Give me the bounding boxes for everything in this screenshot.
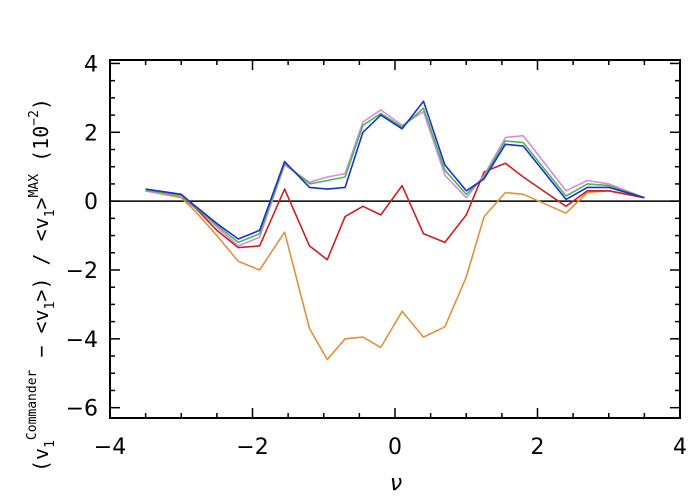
x-axis-title: ν — [390, 471, 402, 496]
x-tick-labels: −4 −2 0 2 4 — [94, 435, 687, 460]
x-tick-label: 4 — [673, 435, 687, 460]
series-line-0 — [145, 190, 645, 361]
y-tick-label: −6 — [66, 397, 98, 422]
tick-marks — [109, 60, 681, 418]
y-tick-labels: −6 −4 −2 0 2 4 — [66, 52, 98, 421]
series-line-2 — [145, 109, 645, 247]
x-tick-label: 2 — [531, 435, 545, 460]
x-tick-label: −4 — [94, 435, 126, 460]
y-tick-label: 0 — [84, 190, 98, 215]
series-line-3 — [145, 107, 645, 244]
series-group — [145, 100, 645, 361]
y-tick-label: 2 — [84, 121, 98, 146]
y-tick-label: −2 — [66, 259, 98, 284]
series-line-4 — [145, 100, 645, 240]
series-line-1 — [145, 162, 645, 261]
plot-frame — [109, 59, 681, 419]
y-tick-label: −4 — [66, 328, 98, 353]
y-axis-title: (v1Commander − <v1>) / <v1>MAX (10−2) — [25, 98, 58, 472]
x-tick-label: 0 — [388, 435, 402, 460]
x-tick-label: −2 — [236, 435, 268, 460]
y-tick-label: 4 — [84, 52, 98, 77]
